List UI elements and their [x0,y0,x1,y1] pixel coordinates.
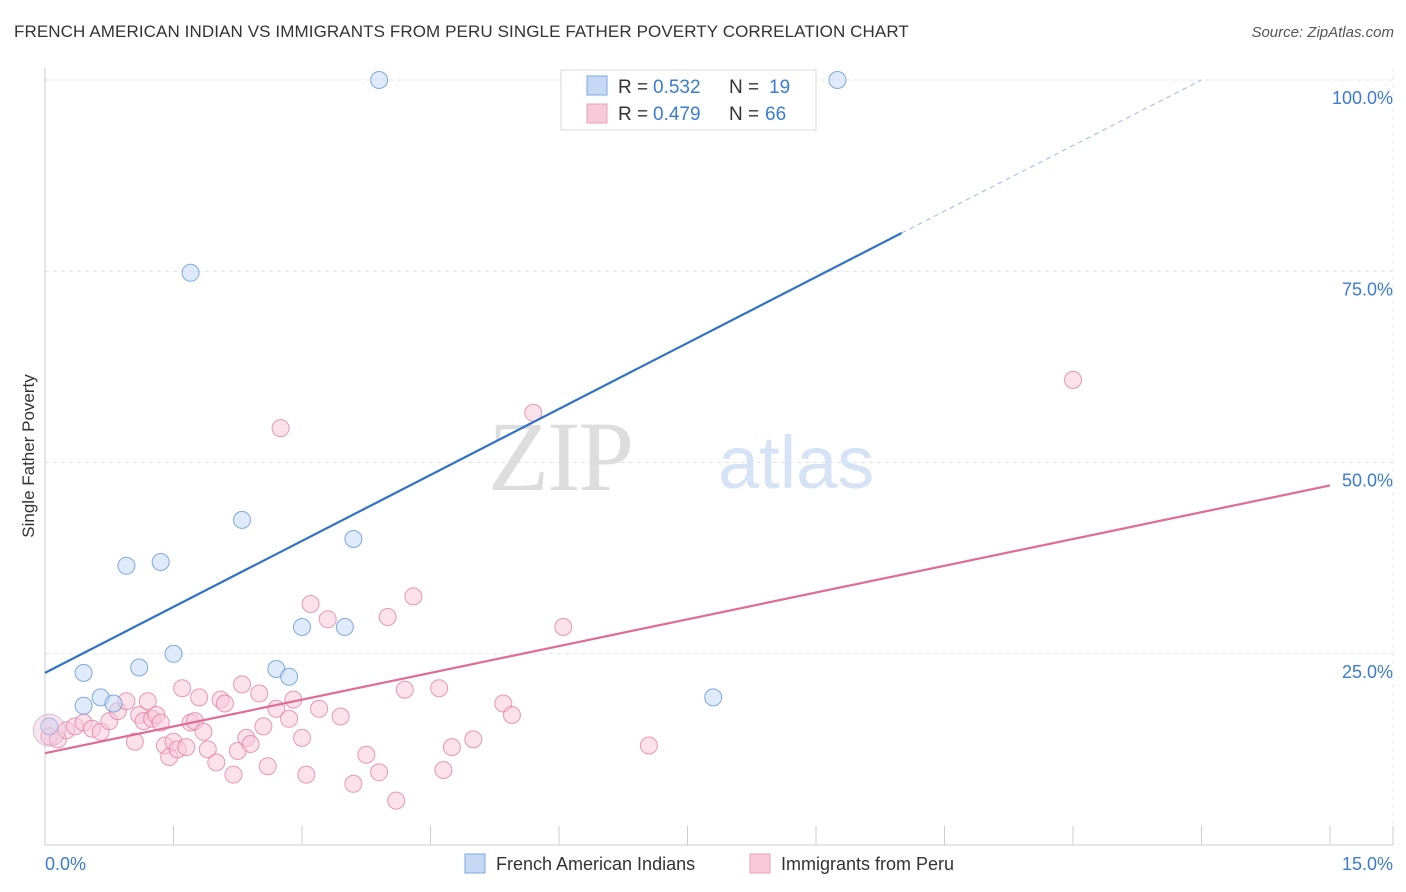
blue-point-10 [181,263,200,282]
pink-point-55 [404,587,423,606]
pink-point-41 [280,709,299,728]
pink-point-56 [430,679,449,698]
pink-point-43 [293,728,311,747]
blue-point-17 [344,530,363,548]
pink-point-16 [151,713,170,732]
blue-point-7 [164,644,183,663]
pink-point-37 [254,717,273,736]
chart-source: Source: ZipAtlas.com [1251,24,1394,41]
pink-point-52 [378,608,397,626]
x-tick-label-0: 0.0% [45,854,86,874]
blue-point-16 [335,618,354,636]
pink-point-50 [357,745,376,764]
pink-point-30 [215,694,234,713]
pink-point-48 [331,707,350,726]
watermark: ZIP atlas [488,401,874,512]
x-tick-labels: 0.0% 15.0% [45,854,1393,874]
pink-point-26 [194,722,213,741]
pink-point-25 [190,688,209,707]
blue-point-15 [293,618,311,636]
watermark-zip: ZIP [488,401,632,512]
axes [44,68,1394,846]
blue-trend-line-extension [901,79,1202,234]
cluster-point-origin [32,713,66,747]
pink-point-33 [233,675,251,694]
legend-n-value-1: 19 [769,77,790,98]
pink-point-54 [395,680,414,699]
bottom-legend: French American Indians Immigrants from … [464,853,954,874]
pink-point-38 [258,757,277,776]
pink-point-49 [344,774,363,793]
legend-swatch-pink [586,103,608,124]
blue-point-4 [74,663,93,682]
pink-point-58 [442,738,461,757]
pink-point-59 [464,730,483,749]
y-tick-label-0: 25.0% [1342,662,1393,682]
blue-point-1 [74,696,93,715]
pink-point-21 [173,679,192,698]
bottom-legend-swatch-pink [749,853,771,874]
pink-point-27 [198,740,217,759]
bottom-legend-label-1: French American Indians [496,854,695,874]
pink-point-28 [207,753,226,772]
pink-point-64 [639,736,658,755]
y-tick-labels: 25.0% 50.0% 75.0% 100.0% [1332,88,1393,682]
y-tick-label-3: 100.0% [1332,88,1393,108]
pink-point-61 [502,706,521,724]
legend-r-label-1: R = [618,77,648,98]
watermark-atlas: atlas [718,421,874,504]
blue-point-11 [370,71,389,89]
legend-r-value-1: 0.532 [653,77,701,98]
blue-point-6 [151,553,170,571]
blue-trend-line [44,232,903,674]
blue-point-9 [233,510,251,529]
legend-n-value-2: 66 [765,104,786,125]
data-points [32,71,1082,810]
pink-point-57 [434,761,453,779]
blue-point-5 [117,556,136,575]
legend-box: R = 0.532 N = 19 R = 0.479 N = 66 [560,69,817,131]
pink-point-63 [554,618,573,636]
x-tick-label-1: 15.0% [1342,854,1393,874]
pink-point-44 [297,765,316,784]
y-tick-label-1: 50.0% [1342,471,1393,491]
pink-point-40 [271,419,290,438]
pink-point-22 [177,738,196,757]
pink-point-13 [138,692,157,711]
pink-point-53 [387,791,406,810]
pink-point-31 [224,765,243,784]
legend-r-value-2: 0.479 [653,104,701,125]
pink-point-51 [370,763,389,782]
pink-point-65 [1064,370,1082,389]
chart-title: FRENCH AMERICAN INDIAN VS IMMIGRANTS FRO… [14,22,909,41]
grid-lines [45,68,1394,845]
blue-point-14 [280,667,299,686]
bottom-legend-label-2: Immigrants from Peru [781,854,954,874]
pink-point-10 [125,732,144,751]
blue-point-8 [130,658,149,677]
blue-point-3 [104,694,123,713]
pink-point-46 [310,699,329,718]
trend-lines [44,79,1331,755]
pink-point-47 [318,610,337,629]
pink-point-45 [301,595,320,613]
pink-trend-line [44,484,1331,755]
y-tick-label-2: 75.0% [1342,279,1393,299]
blue-point-0 [40,717,59,736]
legend-r-label-2: R = [618,104,648,125]
pink-point-36 [250,684,269,703]
legend-n-label-1: N = [729,77,759,98]
legend-n-label-2: N = [729,104,759,125]
blue-point-18 [704,688,723,707]
blue-point-12 [828,71,847,89]
legend-swatch-blue [586,75,608,96]
pink-point-35 [241,735,260,753]
bottom-legend-swatch-blue [464,853,486,874]
y-axis-label: Single Father Poverty [19,374,38,538]
